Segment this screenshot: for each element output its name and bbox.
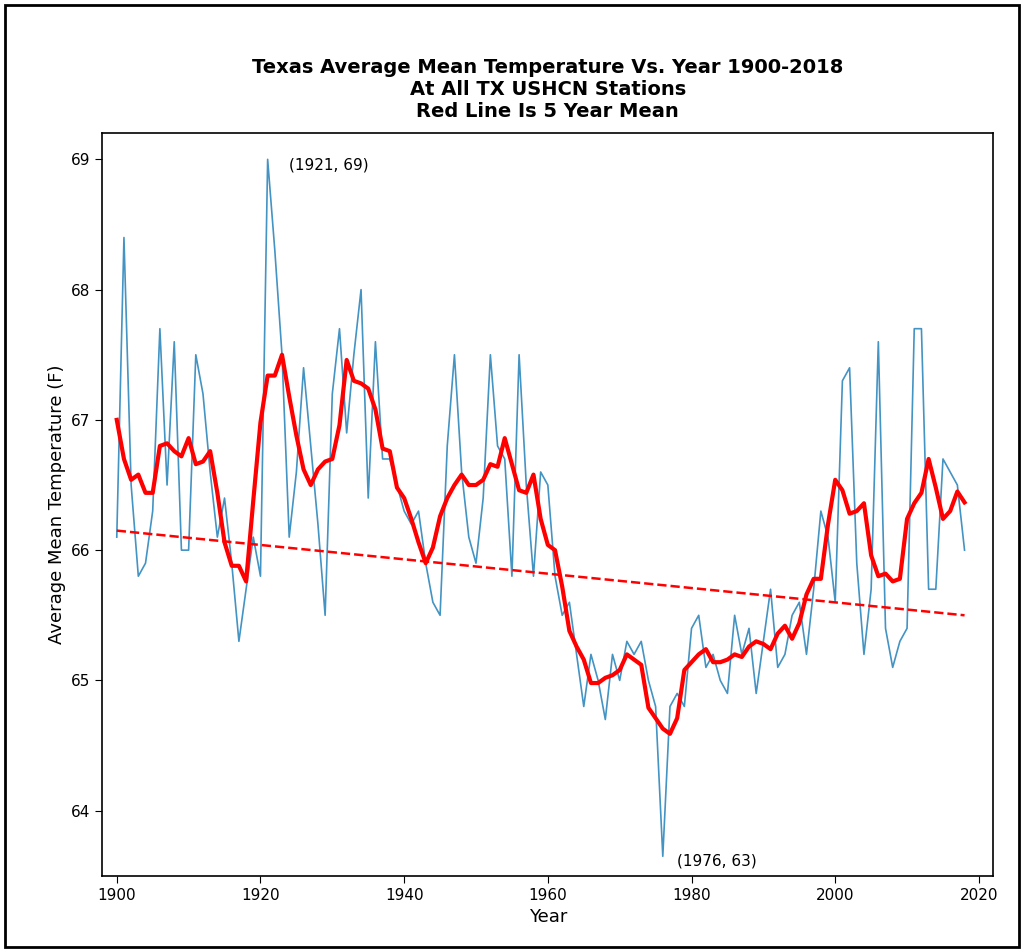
X-axis label: Year: Year	[528, 908, 567, 926]
Text: (1921, 69): (1921, 69)	[289, 158, 369, 172]
Text: (1976, 63): (1976, 63)	[677, 853, 757, 868]
Title: Texas Average Mean Temperature Vs. Year 1900-2018
At All TX USHCN Stations
Red L: Texas Average Mean Temperature Vs. Year …	[252, 58, 844, 121]
Y-axis label: Average Mean Temperature (F): Average Mean Temperature (F)	[47, 365, 66, 645]
